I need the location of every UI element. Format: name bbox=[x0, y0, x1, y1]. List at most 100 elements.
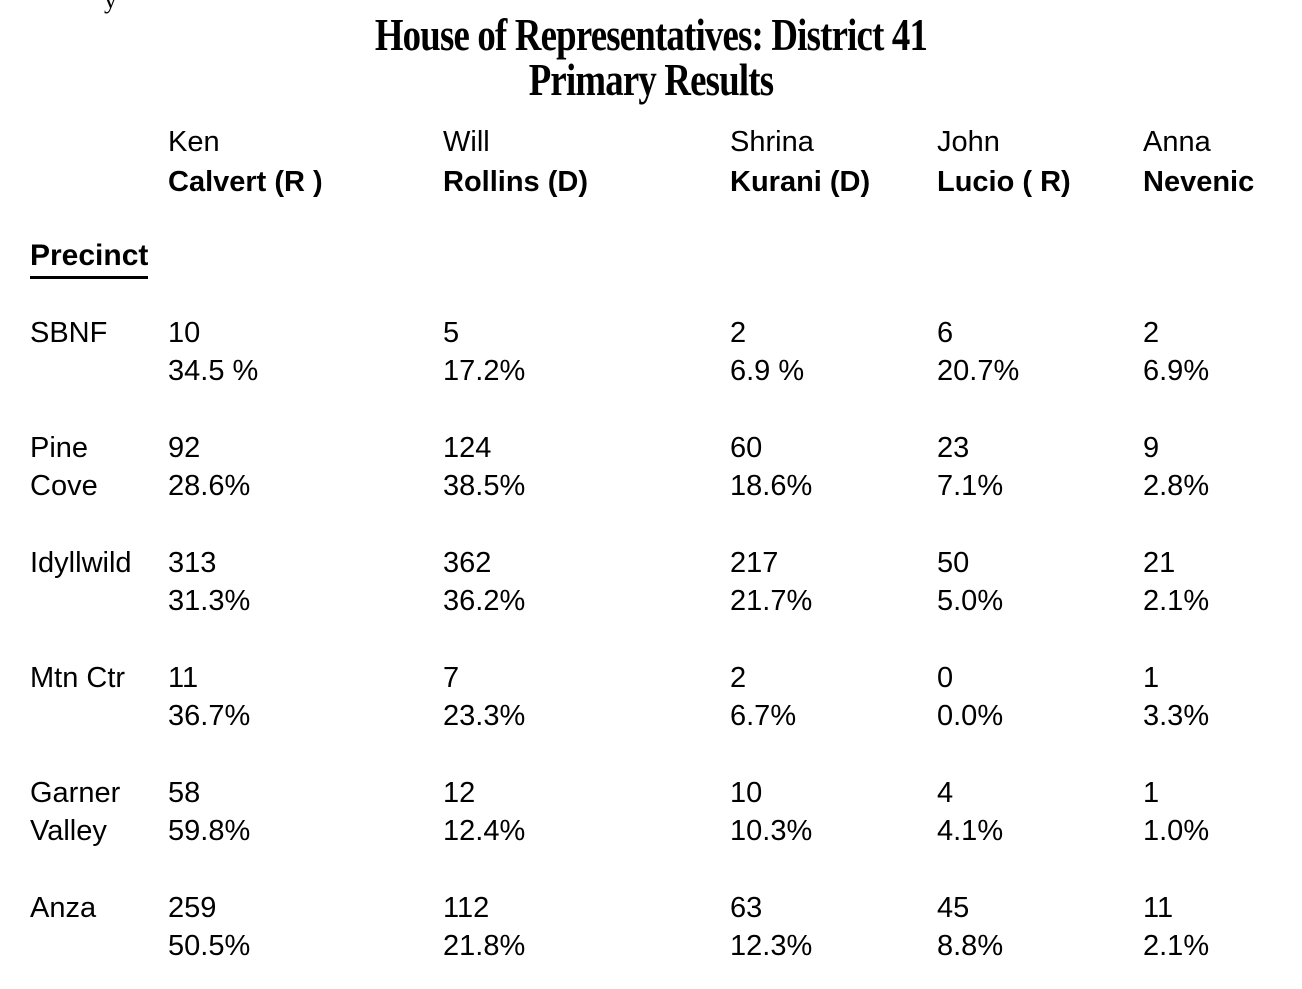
candidate-header-cell: Will Rollins (D) bbox=[443, 122, 730, 202]
precinct-name: Mtn Ctr bbox=[30, 659, 168, 735]
precinct-name-line: Cove bbox=[30, 470, 98, 502]
vote-percent: 2.1% bbox=[1143, 585, 1210, 617]
candidate-header-cell: John Lucio ( R) bbox=[937, 122, 1143, 202]
candidate-header-row: Ken Calvert (R ) Will Rollins (D) Shrina Kura… bbox=[30, 122, 1302, 202]
precinct-name: SBNF bbox=[30, 314, 168, 390]
result-cell: 2 6.9% bbox=[1143, 314, 1302, 390]
vote-count: 362 bbox=[443, 547, 492, 579]
vote-count: 313 bbox=[168, 547, 217, 579]
vote-count: 10 bbox=[730, 777, 763, 809]
vote-count: 259 bbox=[168, 892, 217, 924]
result-cell: 112 21.8% bbox=[443, 889, 730, 965]
table-row: Mtn Ctr 11 36.7% 7 23.3% 2 6.7% 0 0.0% 1 3.3% bbox=[30, 659, 1302, 735]
candidate-last-name: Nevenic bbox=[1143, 166, 1255, 198]
vote-count: 5 bbox=[443, 317, 460, 349]
vote-count: 10 bbox=[168, 317, 201, 349]
precinct-name-line: SBNF bbox=[30, 317, 108, 349]
vote-count: 50 bbox=[937, 547, 970, 579]
vote-percent: 7.1% bbox=[937, 470, 1004, 502]
result-cell: 4 4.1% bbox=[937, 774, 1143, 850]
table-row: Pine Cove 92 28.6% 124 38.5% 60 18.6% 23 7.1% 9 2.8… bbox=[30, 429, 1302, 505]
vote-percent: 4.1% bbox=[937, 815, 1004, 847]
vote-percent: 21.8% bbox=[443, 930, 526, 962]
vote-percent: 50.5% bbox=[168, 930, 251, 962]
cropped-text-artifact: y bbox=[104, 0, 117, 15]
table-row: Garner Valley 58 59.8% 12 12.4% 10 10.3% 4 4.1% 1 1… bbox=[30, 774, 1302, 850]
vote-percent: 5.0% bbox=[937, 585, 1004, 617]
vote-count: 2 bbox=[730, 317, 747, 349]
vote-count: 92 bbox=[168, 432, 201, 464]
table-row: Idyllwild 313 31.3% 362 36.2% 217 21.7% 50 5.0% 2… bbox=[30, 544, 1302, 620]
result-cell: 63 12.3% bbox=[730, 889, 937, 965]
precinct-column-spacer bbox=[30, 122, 168, 202]
vote-percent: 23.3% bbox=[443, 700, 526, 732]
vote-count: 7 bbox=[443, 662, 460, 694]
vote-count: 60 bbox=[730, 432, 763, 464]
precinct-column-header: Precinct bbox=[30, 237, 149, 279]
vote-count: 1 bbox=[1143, 662, 1160, 694]
candidate-first-name: Ken bbox=[168, 126, 220, 158]
result-cell: 1 3.3% bbox=[1143, 659, 1302, 735]
vote-count: 6 bbox=[937, 317, 954, 349]
result-cell: 5 17.2% bbox=[443, 314, 730, 390]
vote-percent: 3.3% bbox=[1143, 700, 1210, 732]
vote-count: 0 bbox=[937, 662, 954, 694]
vote-count: 124 bbox=[443, 432, 492, 464]
result-cell: 0 0.0% bbox=[937, 659, 1143, 735]
vote-count: 45 bbox=[937, 892, 970, 924]
result-cell: 2 6.9 % bbox=[730, 314, 937, 390]
vote-count: 9 bbox=[1143, 432, 1160, 464]
precinct-name-line: Mtn Ctr bbox=[30, 662, 126, 694]
result-cell: 7 23.3% bbox=[443, 659, 730, 735]
vote-count: 21 bbox=[1143, 547, 1176, 579]
precinct-name-line: Idyllwild bbox=[30, 547, 132, 579]
precinct-header-wrap: Precinct bbox=[30, 237, 149, 279]
result-cell: 58 59.8% bbox=[168, 774, 443, 850]
vote-percent: 2.1% bbox=[1143, 930, 1210, 962]
vote-count: 58 bbox=[168, 777, 201, 809]
candidate-first-name: Anna bbox=[1143, 126, 1211, 158]
vote-percent: 6.9% bbox=[1143, 355, 1210, 387]
vote-percent: 59.8% bbox=[168, 815, 251, 847]
vote-count: 112 bbox=[443, 892, 490, 924]
vote-count: 11 bbox=[1143, 892, 1174, 924]
candidate-header-cell: Shrina Kurani (D) bbox=[730, 122, 937, 202]
result-cell: 124 38.5% bbox=[443, 429, 730, 505]
precinct-name: Idyllwild bbox=[30, 544, 168, 620]
vote-percent: 12.3% bbox=[730, 930, 813, 962]
vote-percent: 10.3% bbox=[730, 815, 813, 847]
result-cell: 23 7.1% bbox=[937, 429, 1143, 505]
vote-count: 11 bbox=[168, 662, 199, 694]
table-row: SBNF 10 34.5 % 5 17.2% 2 6.9 % 6 20.7% 2 6.9% bbox=[30, 314, 1302, 390]
vote-count: 217 bbox=[730, 547, 779, 579]
precinct-name-line: Pine bbox=[30, 432, 89, 464]
result-cell: 12 12.4% bbox=[443, 774, 730, 850]
precinct-name-line: Garner bbox=[30, 777, 121, 809]
result-cell: 60 18.6% bbox=[730, 429, 937, 505]
precinct-name-line: Anza bbox=[30, 892, 97, 924]
vote-percent: 17.2% bbox=[443, 355, 526, 387]
vote-percent: 31.3% bbox=[168, 585, 251, 617]
candidate-last-name: Lucio ( R) bbox=[937, 166, 1071, 198]
result-cell: 11 2.1% bbox=[1143, 889, 1302, 965]
vote-percent: 18.6% bbox=[730, 470, 813, 502]
result-cell: 362 36.2% bbox=[443, 544, 730, 620]
result-cell: 6 20.7% bbox=[937, 314, 1143, 390]
vote-percent: 38.5% bbox=[443, 470, 526, 502]
result-cell: 10 34.5 % bbox=[168, 314, 443, 390]
result-cell: 2 6.7% bbox=[730, 659, 937, 735]
vote-percent: 12.4% bbox=[443, 815, 526, 847]
vote-percent: 6.7% bbox=[730, 700, 797, 732]
candidate-first-name: John bbox=[937, 126, 1000, 158]
vote-count: 2 bbox=[730, 662, 747, 694]
vote-count: 12 bbox=[443, 777, 476, 809]
vote-count: 63 bbox=[730, 892, 763, 924]
result-cell: 1 1.0% bbox=[1143, 774, 1302, 850]
result-cell: 50 5.0% bbox=[937, 544, 1143, 620]
vote-percent: 2.8% bbox=[1143, 470, 1210, 502]
result-cell: 313 31.3% bbox=[168, 544, 443, 620]
result-cell: 11 36.7% bbox=[168, 659, 443, 735]
result-cell: 259 50.5% bbox=[168, 889, 443, 965]
vote-percent: 34.5 % bbox=[168, 355, 259, 387]
vote-percent: 20.7% bbox=[937, 355, 1020, 387]
